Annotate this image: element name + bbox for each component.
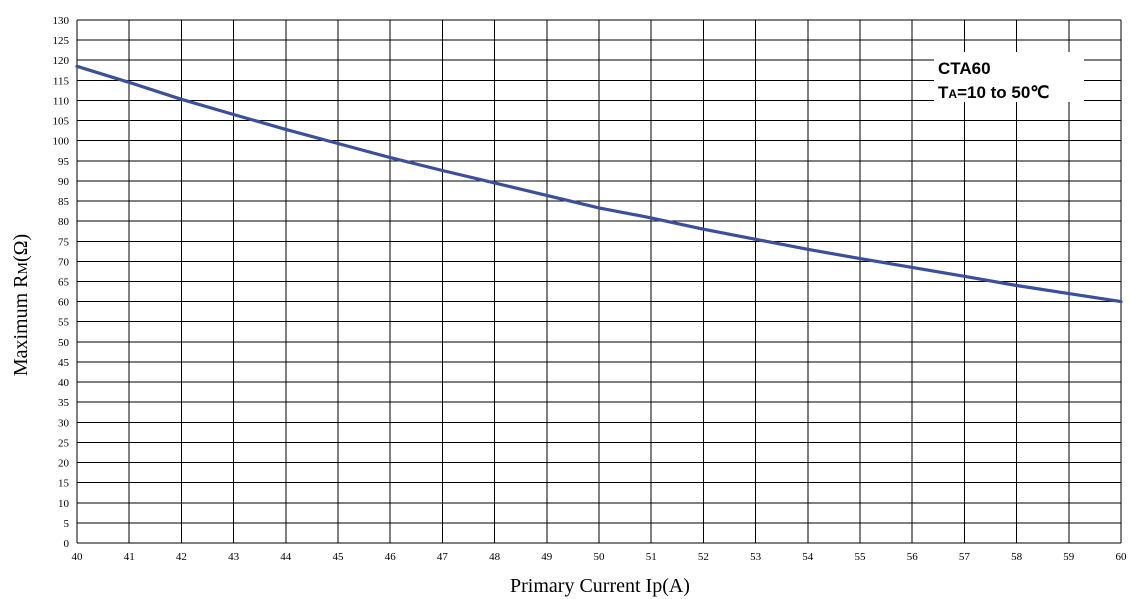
x-tick-label: 42 xyxy=(176,551,187,563)
x-axis-title: Primary Current Ip(A) xyxy=(510,575,690,597)
y-tick-label: 130 xyxy=(53,15,70,27)
x-tick-label: 47 xyxy=(437,551,449,563)
y-tick-label: 55 xyxy=(58,317,70,329)
annotation-temp-symbol: T xyxy=(938,83,949,102)
y-tick-label: 125 xyxy=(53,35,70,47)
y-tick-label: 35 xyxy=(58,397,70,409)
y-tick-labels: 0 5 10 15 20 25 30 35 40 45 50 55 60 65 70 75 80 85 90 95 10… xyxy=(53,15,70,550)
x-tick-label: 53 xyxy=(750,551,762,563)
y-tick-label: 60 xyxy=(58,297,70,309)
y-tick-label: 45 xyxy=(58,357,70,369)
y-tick-label: 110 xyxy=(53,95,70,107)
y-tick-label: 75 xyxy=(58,236,70,248)
y-tick-label: 120 xyxy=(53,55,70,67)
annotation-background xyxy=(934,52,1084,102)
x-tick-label: 45 xyxy=(333,551,345,563)
x-tick-label: 52 xyxy=(698,551,709,563)
y-tick-label: 30 xyxy=(58,417,70,429)
y-tick-label: 90 xyxy=(58,176,70,188)
x-tick-label: 41 xyxy=(124,551,135,563)
y-tick-label: 25 xyxy=(58,437,70,449)
x-tick-label: 40 xyxy=(72,551,84,563)
x-tick-label: 46 xyxy=(385,551,397,563)
x-tick-label: 49 xyxy=(541,551,553,563)
x-tick-label: 43 xyxy=(228,551,240,563)
y-axis-title: Maximum RM(Ω) xyxy=(10,234,32,376)
y-tick-label: 5 xyxy=(64,518,70,530)
annotation-temp-subscript: A xyxy=(948,87,957,101)
x-tick-label: 51 xyxy=(646,551,657,563)
y-tick-label: 105 xyxy=(53,116,70,128)
y-tick-label: 20 xyxy=(58,458,70,470)
x-tick-label: 57 xyxy=(959,551,971,563)
y-tick-label: 100 xyxy=(53,136,70,148)
x-tick-labels: 40 41 42 43 44 45 46 47 48 49 50 51 52 53 54 55 56 57 58 59… xyxy=(72,551,1128,563)
y-tick-label: 40 xyxy=(58,377,70,389)
y-tick-label: 0 xyxy=(64,538,70,550)
x-tick-label: 44 xyxy=(280,551,292,563)
x-tick-label: 55 xyxy=(855,551,867,563)
x-tick-label: 59 xyxy=(1063,551,1075,563)
y-tick-label: 10 xyxy=(58,498,70,510)
annotation-temp-range: =10 to 50℃ xyxy=(957,83,1049,102)
y-tick-label: 95 xyxy=(58,156,70,168)
x-tick-label: 60 xyxy=(1116,551,1128,563)
series-line xyxy=(75,64,1123,304)
annotation-line-2: TA=10 to 50℃ xyxy=(938,83,1049,102)
y-tick-label: 85 xyxy=(58,196,70,208)
y-axis-title-prefix: Maximum R xyxy=(10,274,32,376)
y-tick-label: 65 xyxy=(58,277,70,289)
x-tick-label: 58 xyxy=(1011,551,1023,563)
series-layer xyxy=(75,64,1123,304)
x-tick-label: 50 xyxy=(594,551,606,563)
y-tick-label: 15 xyxy=(58,478,70,490)
annotation-box: CTA60 TA=10 to 50℃ xyxy=(934,52,1084,102)
x-tick-label: 48 xyxy=(489,551,501,563)
x-tick-label: 54 xyxy=(802,551,814,563)
y-axis-title-subscript: M xyxy=(16,261,31,274)
y-tick-label: 80 xyxy=(58,216,70,228)
y-tick-label: 70 xyxy=(58,256,70,268)
x-tick-label: 56 xyxy=(907,551,919,563)
y-tick-label: 115 xyxy=(53,75,70,87)
y-tick-label: 50 xyxy=(58,337,70,349)
annotation-line-1: CTA60 xyxy=(938,59,991,78)
y-axis-title-suffix: (Ω) xyxy=(10,234,32,262)
